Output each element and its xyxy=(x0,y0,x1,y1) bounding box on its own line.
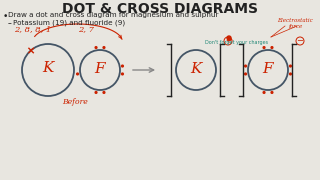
Circle shape xyxy=(244,64,247,68)
Circle shape xyxy=(102,46,106,49)
Circle shape xyxy=(289,64,292,68)
Circle shape xyxy=(94,91,98,94)
Circle shape xyxy=(227,36,231,40)
Text: 2, 8, 8, 1: 2, 8, 8, 1 xyxy=(14,25,51,33)
Text: Draw a dot and cross diagram for magnesium and sulphur: Draw a dot and cross diagram for magnesi… xyxy=(8,12,219,18)
Text: +: + xyxy=(225,38,231,44)
Circle shape xyxy=(76,72,79,76)
Text: F: F xyxy=(95,62,105,76)
Text: –: – xyxy=(8,19,12,28)
Text: Electrostatic
force: Electrostatic force xyxy=(277,18,313,29)
Text: K: K xyxy=(190,62,202,76)
Text: −: − xyxy=(297,37,303,46)
Text: 2, 7: 2, 7 xyxy=(78,25,94,33)
Circle shape xyxy=(262,91,266,94)
Circle shape xyxy=(262,46,266,49)
Text: F: F xyxy=(263,62,273,76)
Text: K: K xyxy=(42,61,54,75)
Circle shape xyxy=(270,46,274,49)
Text: Before: Before xyxy=(62,98,88,106)
Text: •: • xyxy=(3,12,8,21)
Text: Potassium (19) and fluoride (9): Potassium (19) and fluoride (9) xyxy=(13,19,125,26)
Text: DOT & CROSS DIAGRAMS: DOT & CROSS DIAGRAMS xyxy=(62,2,258,16)
Circle shape xyxy=(289,72,292,76)
Circle shape xyxy=(121,64,124,68)
Circle shape xyxy=(244,72,247,76)
Circle shape xyxy=(270,91,274,94)
Circle shape xyxy=(94,46,98,49)
Circle shape xyxy=(102,91,106,94)
Circle shape xyxy=(121,72,124,76)
Text: Don't forget your charges: Don't forget your charges xyxy=(205,40,268,45)
